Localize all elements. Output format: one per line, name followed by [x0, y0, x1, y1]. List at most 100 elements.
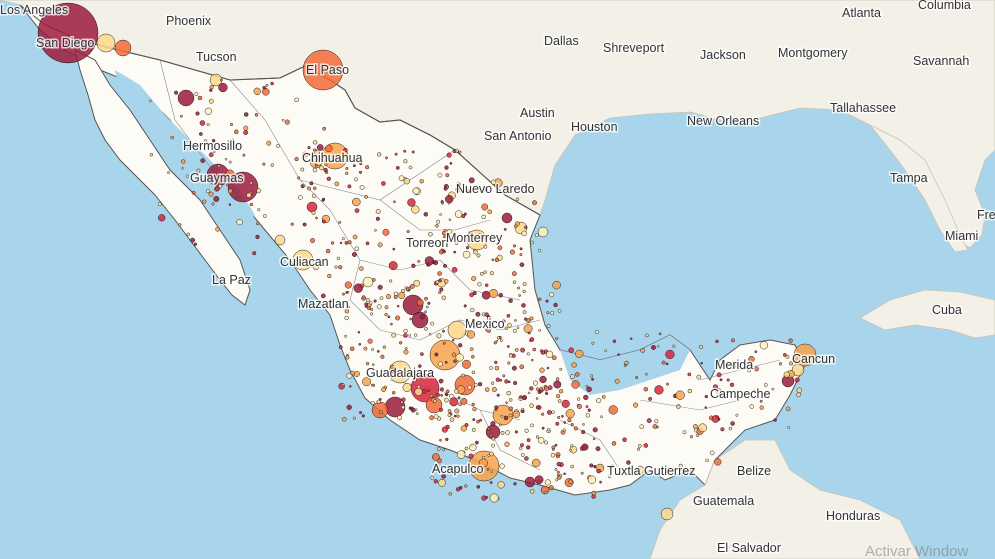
florida-land — [869, 124, 969, 253]
incident-dot — [508, 406, 514, 411]
incident-dot — [493, 341, 497, 345]
incident-dot — [352, 234, 358, 240]
city-label: Culiacan — [280, 255, 329, 269]
incident-dot — [692, 424, 699, 430]
incident-dot — [637, 444, 642, 448]
incident-dot — [424, 296, 428, 301]
incident-dot — [521, 230, 527, 237]
incident-dot — [468, 453, 474, 459]
incident-dot — [577, 404, 582, 409]
incident-dot — [549, 292, 555, 298]
incident-dot — [555, 377, 560, 381]
incident-dot — [347, 305, 350, 309]
incident-dot — [205, 189, 210, 194]
incident-dot — [344, 308, 350, 314]
incident-dot — [518, 446, 523, 451]
incident-dot — [381, 181, 386, 186]
incident-dot — [249, 181, 253, 185]
incident-dot — [409, 283, 415, 289]
incident-dot — [728, 426, 733, 431]
incident-dot — [544, 440, 549, 445]
incident-dot — [435, 392, 440, 398]
incident-dot — [484, 387, 490, 392]
incident-dot — [509, 249, 515, 255]
incident-dot — [796, 392, 801, 398]
incident-dot — [716, 372, 722, 378]
incident-dot — [442, 341, 446, 345]
incident-dot — [483, 244, 488, 249]
incident-dot — [585, 405, 589, 408]
city-label: Jackson — [700, 48, 746, 62]
incident-dot — [527, 331, 531, 335]
incident-dot — [585, 384, 589, 388]
incident-dot — [351, 252, 357, 257]
incident-dot — [364, 195, 368, 199]
incident-dot — [314, 150, 319, 155]
incident-dot — [554, 468, 558, 471]
incident-dot — [346, 404, 352, 410]
incident-dot — [541, 426, 545, 430]
incident-dot — [561, 414, 564, 418]
incident-dot — [390, 368, 396, 374]
incident-dot — [519, 262, 525, 268]
incident-dot — [376, 399, 381, 404]
incident-dot — [547, 385, 553, 390]
incident-dot — [438, 290, 442, 295]
incident-dot — [555, 421, 560, 426]
incident-dot — [472, 407, 477, 412]
incident-dot — [354, 177, 358, 182]
incident-dot — [246, 192, 252, 198]
incident-dot — [365, 165, 370, 170]
incident-dot — [747, 368, 751, 373]
incident-dot — [568, 347, 574, 353]
incident-dot — [262, 214, 267, 218]
incident-dot — [556, 454, 560, 459]
city-label: Campeche — [710, 387, 770, 401]
city-label: Merida — [715, 358, 753, 372]
incident-dot — [570, 423, 574, 427]
incident-dot — [519, 364, 525, 370]
incident-dot — [754, 366, 759, 372]
incident-dot — [587, 475, 597, 484]
incident-dot — [484, 312, 489, 317]
incident-dot — [311, 210, 316, 215]
incident-dot — [369, 312, 374, 316]
incident-dot — [446, 152, 452, 158]
incident-dot — [489, 323, 495, 329]
incident-dot — [311, 193, 317, 198]
incident-dot — [229, 122, 234, 127]
incident-dot — [489, 493, 499, 503]
incident-dot — [428, 332, 432, 336]
incident-dot — [585, 413, 590, 418]
incident-dot — [491, 258, 495, 262]
incident-dot — [513, 380, 518, 386]
incident-dot — [458, 402, 462, 407]
incident-circle — [635, 465, 645, 475]
incident-dot — [302, 222, 307, 227]
incident-dot — [633, 402, 639, 408]
incident-dot — [444, 397, 449, 403]
incident-dot — [423, 212, 429, 217]
incident-dot — [469, 347, 474, 352]
incident-dot — [726, 378, 730, 382]
incident-dot — [434, 352, 439, 357]
incident-dot — [477, 382, 483, 387]
incident-dot — [514, 430, 518, 434]
incident-dot — [557, 308, 562, 313]
incident-dot — [380, 354, 385, 359]
incident-dot — [731, 338, 735, 343]
incident-dot — [403, 149, 407, 153]
incident-dot — [559, 367, 563, 371]
incident-dot — [437, 172, 443, 178]
incident-dot — [179, 114, 183, 118]
incident-dot — [788, 338, 793, 343]
incident-dot — [704, 406, 708, 409]
incident-dot — [242, 153, 246, 157]
incident-dot — [312, 186, 317, 191]
incident-dot — [553, 302, 558, 308]
incident-dot — [457, 396, 461, 400]
incident-dot — [545, 350, 554, 359]
incident-dot — [395, 315, 401, 321]
